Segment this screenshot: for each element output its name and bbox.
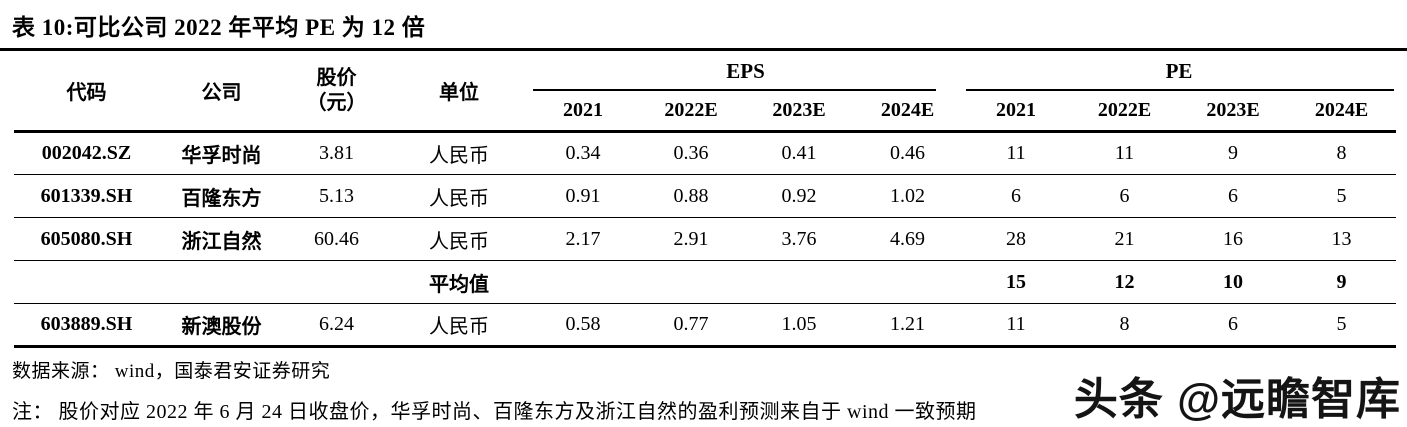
header-eps-year: 2021: [563, 99, 603, 121]
cell-unit: 人民币: [429, 145, 489, 167]
cell-pe: 6: [1228, 184, 1239, 207]
cell-company: 浙江自然: [181, 230, 262, 253]
cell-pe: 6: [1119, 184, 1130, 207]
cell-pe: 21: [1114, 227, 1135, 250]
cell-price: [284, 261, 389, 304]
cell-eps: 4.69: [890, 227, 925, 250]
header-group-row: 代码 公司 股价 （元） 单位 EPS PE: [14, 51, 1396, 114]
header-pe-year: 2024E: [1314, 99, 1369, 121]
table-row: 603889.SH 新澳股份 6.24 人民币 0.58 0.77 1.05 1.21 11 8 6…: [14, 304, 1397, 347]
header-eps-year: 2023E: [772, 99, 826, 121]
cell-eps: 0.34: [565, 142, 601, 164]
table-row: 002042.SZ 华孚时尚 3.81 人民币 0.34 0.36 0.41 0.46 11 11…: [14, 132, 1397, 175]
header-price-line1: 股价: [316, 66, 357, 89]
cell-eps: 0.36: [673, 142, 709, 164]
table-header: 代码 公司 股价 （元） 单位 EPS PE 2021 2022E 2023E …: [14, 51, 1397, 132]
cell-pe: 8: [1119, 313, 1130, 335]
cell-code: 603889.SH: [40, 313, 133, 335]
cell-eps: [637, 261, 745, 304]
cell-unit: 人民币: [429, 187, 489, 210]
comparable-companies-table: 代码 公司 股价 （元） 单位 EPS PE 2021 2022E 2023E …: [14, 51, 1397, 348]
table-title: 表 10:可比公司 2022 年平均 PE 为 12 倍: [0, 0, 1407, 51]
cell-eps: [853, 261, 962, 304]
cell-pe: 6: [1228, 313, 1239, 335]
cell-price: 3.81: [319, 142, 354, 164]
cell-code: 605080.SH: [40, 227, 133, 250]
cell-code: 002042.SZ: [41, 142, 132, 164]
cell-eps: 3.76: [781, 227, 817, 250]
header-pe-year: 2022E: [1097, 99, 1152, 121]
header-code: 代码: [66, 82, 107, 104]
header-years-row: 2021 2022E 2023E 2024E 2021 2022E 2023E …: [14, 91, 1396, 132]
cell-pe: 5: [1336, 313, 1347, 335]
cell-pe: 9: [1336, 270, 1347, 293]
cell-company: 百隆东方: [181, 187, 262, 210]
cell-eps: 2.17: [565, 227, 601, 250]
cell-unit: 平均值: [429, 273, 489, 296]
cell-pe: 16: [1223, 227, 1244, 250]
cell-price: 6.24: [319, 313, 354, 335]
header-pe-group: PE: [962, 51, 1396, 91]
cell-eps: [529, 261, 637, 304]
table-row: 605080.SH 浙江自然 60.46 人民币 2.17 2.91 3.76 4.69 28 2…: [14, 218, 1397, 261]
cell-eps: 2.91: [673, 227, 709, 250]
cell-company: 新澳股份: [181, 316, 262, 338]
header-pe-year: 2023E: [1206, 99, 1260, 121]
header-eps-group: EPS: [529, 51, 962, 91]
cell-pe: 12: [1114, 270, 1135, 293]
cell-pe: 11: [1006, 142, 1026, 164]
cell-eps: [745, 261, 853, 304]
cell-eps: 1.05: [781, 313, 817, 335]
footnote-text: 注： 股价对应 2022 年 6 月 24 日收盘价，华孚时尚、百隆东方及浙江自…: [12, 401, 977, 423]
cell-pe: 15: [1006, 270, 1027, 293]
cell-unit: 人民币: [429, 316, 489, 338]
header-unit: 单位: [439, 82, 479, 104]
cell-eps: 0.46: [890, 142, 925, 164]
header-eps-year: 2024E: [880, 99, 935, 121]
cell-pe: 11: [1114, 142, 1135, 164]
watermark-text: 头条 @远瞻智库: [1073, 375, 1401, 424]
cell-eps: 1.02: [890, 184, 925, 207]
table-row: 601339.SH 百隆东方 5.13 人民币 0.91 0.88 0.92 1.02 6 6 6 5: [14, 175, 1397, 218]
cell-pe: 5: [1336, 184, 1347, 207]
cell-company: [159, 261, 284, 304]
cell-pe: 13: [1331, 227, 1352, 250]
cell-pe: 6: [1011, 184, 1022, 207]
cell-pe: 10: [1223, 270, 1244, 293]
header-pe-year: 2021: [996, 99, 1037, 121]
cell-pe: 11: [1006, 313, 1026, 335]
header-price-line2: （元）: [306, 91, 367, 114]
header-eps-year: 2022E: [664, 99, 718, 121]
cell-eps: 0.77: [673, 313, 709, 335]
cell-price: 5.13: [319, 184, 354, 207]
cell-eps: 0.88: [673, 184, 709, 207]
cell-pe: 28: [1006, 227, 1027, 250]
table-row-average: 平均值 15 12 10 9: [14, 261, 1397, 304]
header-price: 股价 （元）: [284, 51, 389, 132]
cell-company: 华孚时尚: [181, 145, 262, 167]
cell-pe: 9: [1228, 142, 1239, 164]
cell-eps: 0.58: [565, 313, 601, 335]
cell-unit: 人民币: [429, 230, 489, 253]
cell-price: 60.46: [314, 227, 359, 250]
cell-eps: 0.41: [781, 142, 817, 164]
header-company: 公司: [201, 82, 242, 104]
cell-eps: 0.92: [781, 184, 817, 207]
cell-eps: 1.21: [890, 313, 925, 335]
data-source-text: 数据来源： wind，国泰君安证券研究: [12, 361, 331, 382]
cell-code: 601339.SH: [40, 184, 133, 207]
cell-code: [14, 261, 159, 304]
cell-eps: 0.91: [565, 184, 601, 207]
table-body: 002042.SZ 华孚时尚 3.81 人民币 0.34 0.36 0.41 0.46 11 11…: [14, 132, 1397, 347]
cell-pe: 8: [1336, 142, 1347, 164]
